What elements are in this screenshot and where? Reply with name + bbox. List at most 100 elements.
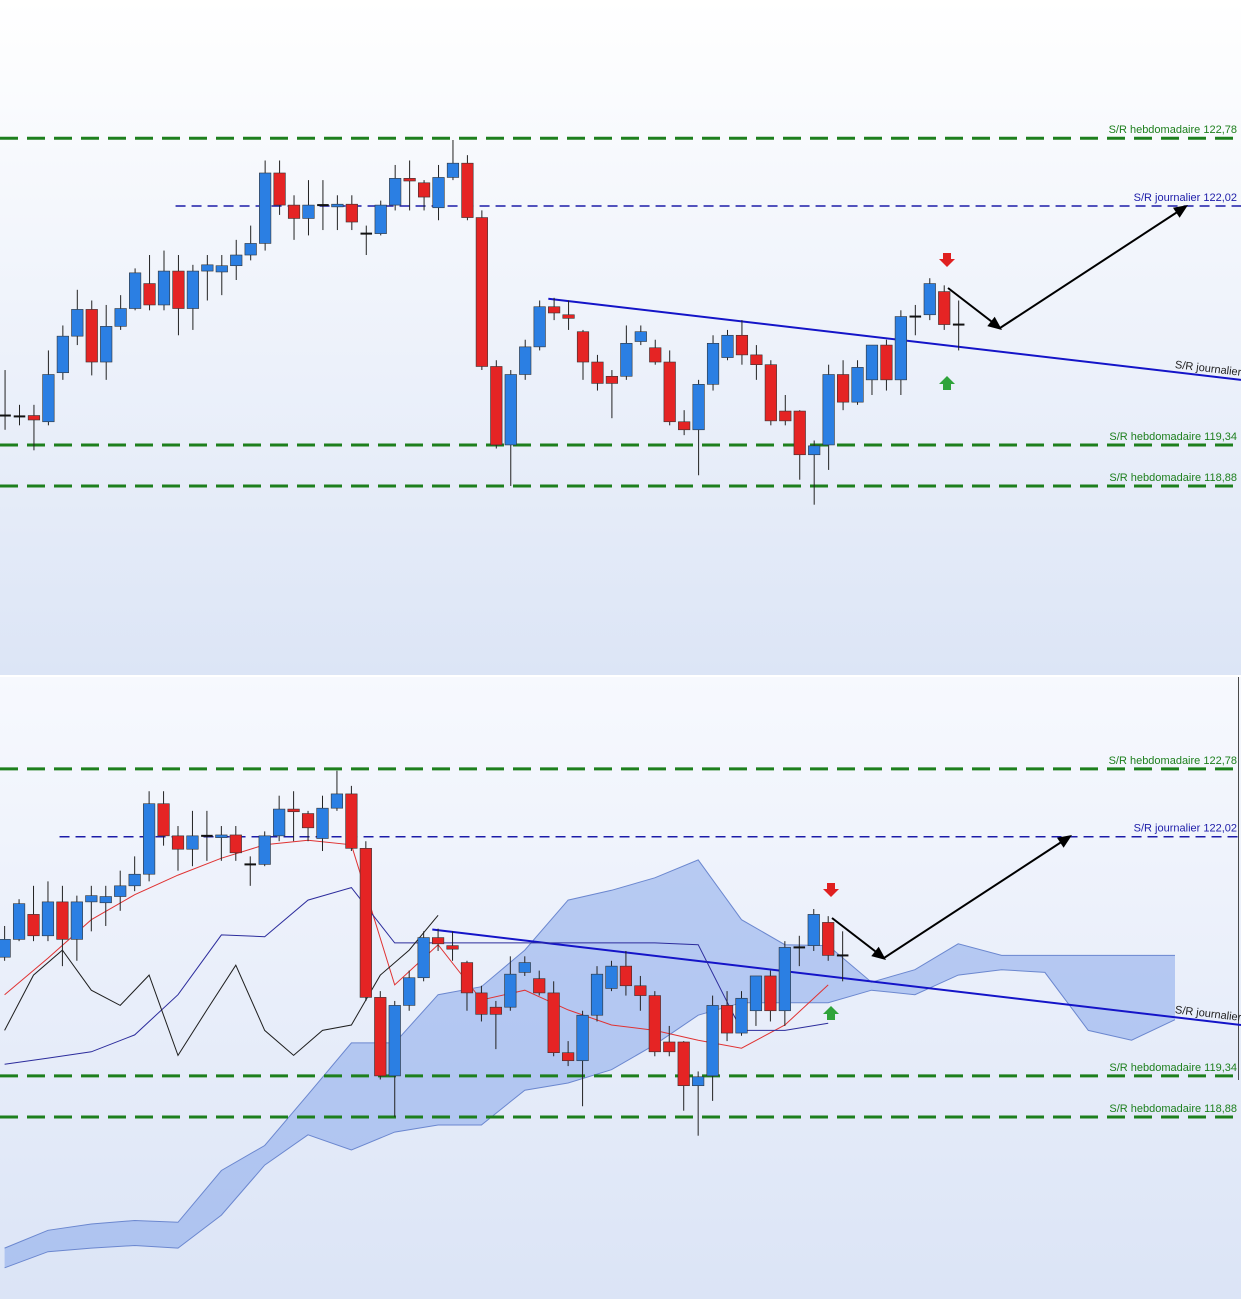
candle-body <box>504 374 517 446</box>
cloud-edge <box>4 969 1176 1269</box>
candle-body <box>649 347 662 363</box>
candle-body <box>171 835 185 850</box>
candle-body <box>345 793 358 849</box>
cloud-edge <box>4 859 1175 1249</box>
candle-body <box>735 997 748 1034</box>
candle-body <box>186 270 199 309</box>
indicator-line <box>4 887 829 1065</box>
candle-body <box>143 283 156 306</box>
candle-body <box>215 265 228 273</box>
candle-body <box>778 947 791 1012</box>
candle-body <box>201 264 214 272</box>
candle-body <box>100 326 113 363</box>
candle-body <box>345 203 358 223</box>
level-label: S/R journalier 122,02 <box>1134 823 1237 835</box>
buy-signal <box>939 376 955 390</box>
candle-body <box>42 374 55 423</box>
candle-body <box>403 977 416 1006</box>
candle-body <box>590 973 604 1016</box>
candle-body <box>938 291 951 325</box>
candle-body <box>129 272 142 309</box>
candle-body <box>446 945 459 950</box>
candle-body <box>822 374 835 446</box>
candle-body <box>591 361 604 384</box>
level-label: S/R hebdomadaire 119,34 <box>1109 431 1237 443</box>
candle-body <box>287 204 301 219</box>
candle-body <box>562 314 575 319</box>
candle-body <box>548 306 561 314</box>
candle-body <box>619 965 632 987</box>
arrow-head <box>871 946 886 960</box>
forecast-group <box>823 835 1072 1020</box>
candle-body <box>70 901 83 940</box>
candle-body <box>273 808 286 837</box>
candle-body <box>576 1014 589 1062</box>
candle-body <box>475 992 488 1015</box>
candle-body <box>114 885 127 897</box>
candle-body <box>461 162 474 218</box>
candle-body <box>432 177 445 209</box>
candle-body <box>403 178 416 182</box>
arrow-head <box>1173 205 1188 218</box>
candle-body <box>605 375 618 384</box>
candle-body <box>230 254 243 267</box>
panel: S/R hebdomadaire 122,78 S/R journalier 12… <box>0 755 1241 1269</box>
candle-body <box>721 334 734 358</box>
level-label: S/R hebdomadaire 119,34 <box>1109 1062 1237 1074</box>
level-label: S/R hebdomadaire 122,78 <box>1109 755 1237 767</box>
candle-body <box>128 873 141 887</box>
sell-signal <box>823 883 839 897</box>
candle-body <box>677 1041 690 1087</box>
candle-body <box>490 366 503 446</box>
candle-body <box>71 309 84 337</box>
candle-body <box>99 896 112 904</box>
candle-body <box>779 410 792 422</box>
panel-background <box>0 0 1241 675</box>
candle-body <box>186 835 199 850</box>
candle-body <box>302 204 315 219</box>
candle-body <box>417 182 431 198</box>
candle-body <box>41 901 55 937</box>
candle-body <box>678 421 691 431</box>
candle-body <box>143 803 156 875</box>
trendline <box>548 297 1241 381</box>
candle-body <box>0 939 11 958</box>
candle-body <box>172 270 185 309</box>
candle-body <box>793 410 806 456</box>
candle-body <box>605 965 618 989</box>
candle-body <box>388 1005 401 1077</box>
candle-body <box>851 367 864 403</box>
candle-body <box>576 331 590 363</box>
candle-body <box>114 308 127 327</box>
candle-body <box>27 415 41 421</box>
candle-body <box>489 1006 502 1015</box>
candle-body <box>822 922 835 956</box>
candle-body <box>749 975 763 1012</box>
candle-body <box>27 914 40 937</box>
buy-signal <box>823 1006 839 1020</box>
candle-body <box>807 914 820 946</box>
candle-body <box>692 1076 705 1087</box>
candle-body <box>374 997 387 1077</box>
candle-body <box>215 834 228 838</box>
candle-body <box>692 384 705 431</box>
forecast-group <box>939 205 1188 390</box>
candle-body <box>56 335 69 374</box>
candle-body <box>518 962 531 973</box>
level-label: S/R hebdomadaire 118,88 <box>1109 472 1237 484</box>
candle-body <box>706 1005 719 1077</box>
panel: S/R hebdomadaire 122,78 S/R journalier 12… <box>0 124 1241 505</box>
sell-signal <box>939 253 955 267</box>
candle-body <box>157 803 170 837</box>
candle-body <box>330 793 344 809</box>
candle-body <box>837 374 850 403</box>
candle-body <box>374 204 387 234</box>
candle-body <box>706 342 720 385</box>
indicator-line <box>4 839 829 1049</box>
candle-body <box>446 162 460 178</box>
candle-body <box>547 992 560 1053</box>
candle-body <box>504 973 517 1008</box>
candle-body <box>634 331 647 342</box>
